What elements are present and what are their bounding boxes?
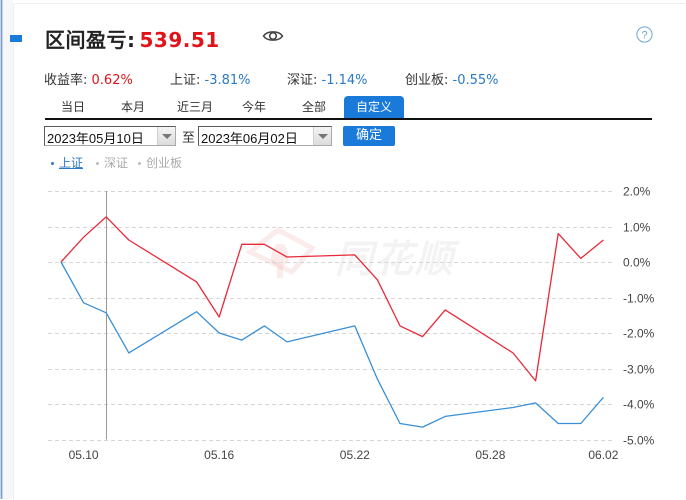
return-rate-line	[60, 216, 604, 382]
stat-return-rate: 收益率: 0.62%	[44, 69, 133, 88]
start-date-value: 2023年05月10日	[47, 131, 144, 146]
tab-last-three-months[interactable]: 近三月	[176, 100, 213, 114]
legend-label: 深证	[104, 156, 129, 170]
y-tick-label: -5.0%	[623, 434, 655, 448]
legend-label: 创业板	[146, 156, 183, 170]
tab-this-year[interactable]: 今年	[241, 100, 266, 114]
x-tick-label: 05.28	[475, 448, 505, 462]
stat-label: 深证:	[287, 73, 318, 88]
end-date-select[interactable]: 2023年06月02日	[198, 126, 332, 146]
stat-label: 收益率:	[44, 73, 88, 88]
legend-chinext[interactable]: 创业板	[138, 154, 182, 171]
chevron-down-icon[interactable]	[313, 127, 331, 145]
section-marker-icon	[10, 35, 22, 42]
stat-chinext: 创业板: -0.55%	[405, 69, 499, 88]
date-separator: 至	[182, 131, 196, 146]
end-date-value: 2023年06月02日	[201, 131, 298, 146]
interval-profit-value: 539.51	[139, 28, 220, 52]
stat-shanghai: 上证: -3.81%	[170, 69, 251, 88]
legend-shanghai[interactable]: 上证	[51, 154, 83, 171]
stat-value: -0.55%	[452, 73, 499, 88]
legend-shenzhen[interactable]: 深证	[96, 154, 128, 171]
stat-shenzhen: 深证: -1.14%	[287, 69, 368, 88]
confirm-button[interactable]: 确定	[343, 126, 395, 146]
bullet-icon	[51, 162, 54, 165]
y-tick-label: 2.0%	[623, 185, 651, 199]
page-gutter	[3, 0, 13, 499]
stat-label: 创业板:	[405, 73, 449, 88]
eye-icon[interactable]	[262, 28, 284, 44]
tab-today[interactable]: 当日	[60, 100, 85, 114]
y-tick-label: -1.0%	[623, 292, 655, 306]
x-tick-label: 05.22	[340, 448, 370, 462]
question-circle-icon[interactable]: ?	[636, 26, 653, 43]
legend-label: 上证	[59, 156, 84, 170]
stat-value: -1.14%	[321, 73, 368, 88]
bullet-icon	[138, 162, 141, 165]
stat-value: 0.62%	[91, 73, 133, 88]
tab-custom[interactable]: 自定义	[344, 96, 404, 118]
window-left-border	[0, 0, 3, 499]
title-label: 区间盈亏:	[45, 28, 136, 52]
start-date-select[interactable]: 2023年05月10日	[44, 126, 176, 146]
tab-this-month[interactable]: 本月	[120, 100, 145, 114]
stat-value: -3.81%	[204, 73, 251, 88]
y-tick-label: 1.0%	[623, 221, 651, 235]
period-tabs: 当日 本月 近三月 今年 全部 自定义	[45, 96, 652, 120]
y-tick-label: -2.0%	[623, 327, 655, 341]
page-title: 区间盈亏: 539.51	[45, 24, 220, 53]
stat-label: 上证:	[170, 73, 201, 88]
tab-all[interactable]: 全部	[301, 100, 326, 114]
x-tick-label: 05.16	[204, 448, 234, 462]
chevron-down-icon[interactable]	[157, 127, 175, 145]
y-tick-label: -3.0%	[623, 363, 655, 377]
x-tick-label: 06.02	[588, 448, 618, 462]
x-tick-label: 05.10	[69, 448, 99, 462]
y-tick-label: -4.0%	[623, 398, 655, 412]
y-tick-label: 0.0%	[623, 256, 651, 270]
bullet-icon	[96, 162, 99, 165]
shanghai-index-line	[60, 261, 604, 428]
svg-text:?: ?	[641, 30, 647, 42]
